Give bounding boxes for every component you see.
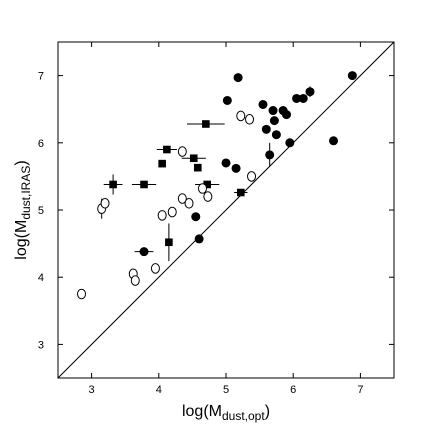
open-circle-point: [184, 197, 194, 209]
one-to-one-reference-line: [57, 41, 395, 379]
x-tick-label: 3: [89, 384, 95, 396]
y-tick-label: 4: [38, 272, 44, 284]
y-tick-label: 6: [38, 138, 44, 150]
filled-square-point: [140, 180, 148, 189]
open-circle-point: [77, 288, 87, 300]
filled-circle-point: [233, 73, 243, 83]
filled-square-point: [236, 188, 245, 197]
filled-square-point: [109, 180, 117, 189]
open-circle-point: [177, 193, 187, 204]
filled-circle-point: [261, 124, 271, 134]
filled-circle-point: [281, 110, 291, 120]
y-tick-label: 5: [38, 205, 44, 217]
filled-circle-point: [292, 93, 302, 103]
filled-square-point: [202, 120, 210, 128]
open-circle-point: [177, 146, 187, 157]
filled-circle-point: [268, 106, 278, 116]
open-circle-point: [236, 110, 246, 122]
filled-circle-point: [221, 158, 231, 168]
filled-circle-point: [271, 130, 281, 140]
filled-circle-point: [194, 234, 204, 244]
filled-circle-point: [258, 99, 268, 109]
open-circle-point: [130, 275, 140, 286]
filled-circle-point: [298, 93, 308, 103]
filled-circle-point: [191, 212, 201, 222]
open-circle-point: [167, 206, 177, 218]
x-tick-label: 6: [290, 384, 296, 396]
open-circle-point: [203, 191, 213, 202]
open-circle-point: [100, 197, 110, 209]
filled-square-point: [193, 163, 202, 172]
filled-circle-point: [139, 247, 149, 257]
x-tick-label: 7: [357, 384, 363, 396]
open-circle-point: [247, 171, 257, 182]
axis-ticks: 3 4 5 6 7 3 4 5 6 7: [38, 42, 394, 396]
open-circle-point: [245, 113, 255, 125]
open-circle-point: [157, 210, 167, 221]
filled-square-point: [158, 159, 166, 168]
filled-circle-point: [285, 138, 295, 148]
filled-circle-point: [265, 150, 275, 160]
y-axis-title: log(Mdust,IRAS): [13, 160, 33, 259]
open-circle-point: [150, 263, 160, 274]
filled-circle-point: [222, 95, 232, 105]
filled-circle-point: [269, 116, 279, 126]
filled-square-point: [163, 145, 171, 154]
open-circle-point: [197, 183, 207, 194]
x-axis-title: log(Mdust,opt): [182, 403, 270, 423]
filled-square-point: [165, 238, 173, 247]
filled-square-point: [203, 180, 211, 189]
filled-square-point: [189, 154, 198, 163]
filled-circle-point: [231, 163, 241, 173]
y-tick-label: 7: [38, 71, 44, 83]
filled-circle-point: [347, 71, 357, 81]
filled-circle-point: [329, 136, 339, 146]
error-bars: [101, 86, 311, 262]
data-points: [77, 71, 357, 300]
x-tick-label: 5: [223, 384, 229, 396]
filled-circle-point: [305, 87, 315, 97]
x-tick-label: 4: [156, 384, 162, 396]
y-tick-label: 3: [38, 339, 44, 351]
